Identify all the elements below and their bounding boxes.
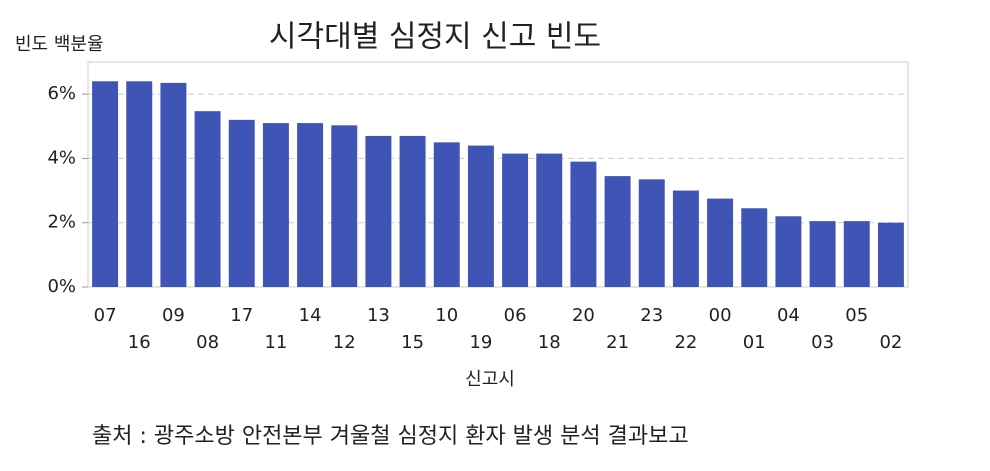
x-tick-label: 17 bbox=[230, 305, 253, 326]
x-tick-label: 15 bbox=[401, 332, 424, 353]
x-axis-label: 신고시 bbox=[465, 369, 515, 390]
bar bbox=[365, 135, 392, 287]
x-tick-label: 06 bbox=[504, 305, 527, 326]
x-tick-label: 02 bbox=[879, 332, 902, 353]
y-tick-label: 4% bbox=[47, 147, 76, 168]
bar bbox=[331, 125, 358, 287]
x-tick-label: 21 bbox=[606, 332, 629, 353]
bar bbox=[604, 176, 631, 287]
x-tick-label: 03 bbox=[811, 332, 834, 353]
chart-title: 시각대별 심정지 신고 빈도 bbox=[269, 20, 601, 55]
y-axis-label: 빈도 백분율 bbox=[15, 34, 104, 55]
plot-frame bbox=[87, 61, 909, 288]
x-tick-label: 09 bbox=[162, 305, 185, 326]
bar bbox=[536, 153, 563, 287]
bar bbox=[160, 82, 187, 288]
x-tick-label: 10 bbox=[435, 305, 458, 326]
source-note: 출처 : 광주소방 안전본부 겨울철 심정지 환자 발생 분석 결과보고 bbox=[92, 424, 689, 449]
bar bbox=[194, 111, 221, 287]
bar bbox=[638, 179, 665, 287]
x-tick-label: 18 bbox=[538, 332, 561, 353]
bar bbox=[672, 190, 699, 287]
bar bbox=[775, 216, 802, 287]
x-tick-label: 01 bbox=[743, 332, 766, 353]
bar bbox=[297, 123, 324, 287]
x-tick-label: 04 bbox=[777, 305, 800, 326]
x-tick-label: 23 bbox=[640, 305, 663, 326]
y-tick-label: 6% bbox=[47, 83, 76, 104]
x-tick-label: 14 bbox=[299, 305, 322, 326]
bar bbox=[126, 81, 153, 288]
bar bbox=[570, 161, 597, 287]
x-tick-label: 22 bbox=[674, 332, 697, 353]
x-tick-label: 07 bbox=[94, 305, 117, 326]
bar bbox=[741, 208, 768, 287]
x-tick-label: 20 bbox=[572, 305, 595, 326]
bar bbox=[707, 198, 734, 287]
x-tick-label: 11 bbox=[264, 332, 287, 353]
x-tick-label: 19 bbox=[469, 332, 492, 353]
x-tick-label: 16 bbox=[128, 332, 151, 353]
y-tick-label: 0% bbox=[47, 276, 76, 297]
bar bbox=[433, 142, 460, 287]
bar bbox=[262, 123, 289, 287]
x-tick-label: 00 bbox=[709, 305, 732, 326]
bar bbox=[809, 221, 836, 287]
x-tick-label: 13 bbox=[367, 305, 390, 326]
x-tick-label: 08 bbox=[196, 332, 219, 353]
y-tick-label: 2% bbox=[47, 212, 76, 233]
bar bbox=[843, 221, 870, 287]
bar bbox=[877, 222, 904, 287]
bar bbox=[399, 135, 426, 287]
bar bbox=[467, 145, 494, 287]
x-tick-label: 12 bbox=[333, 332, 356, 353]
x-tick-label: 05 bbox=[845, 305, 868, 326]
bar bbox=[228, 119, 255, 287]
bar bbox=[502, 153, 529, 287]
bar bbox=[92, 81, 119, 288]
